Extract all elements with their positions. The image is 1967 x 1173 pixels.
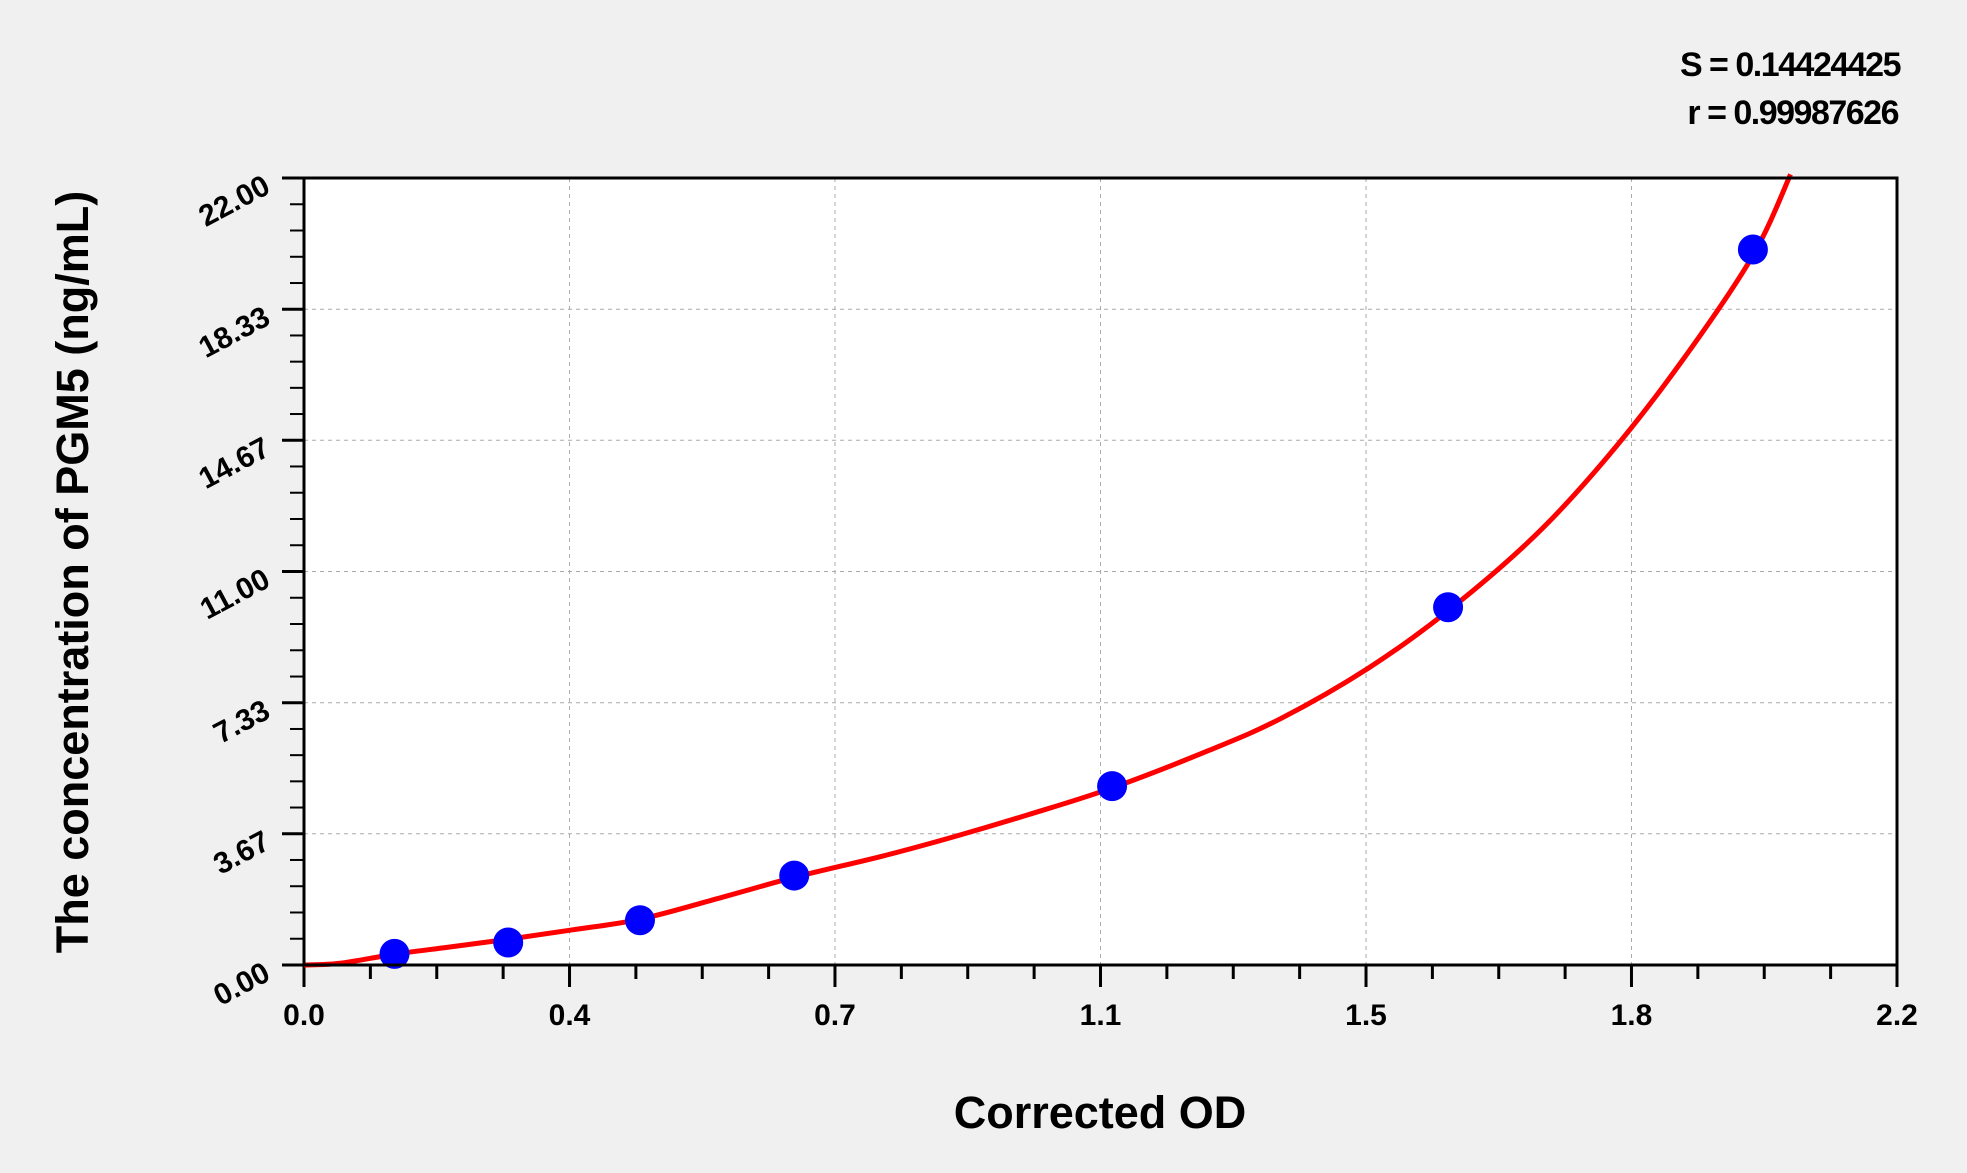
y-tick-label: 22.00 [194, 169, 276, 233]
data-point [624, 905, 655, 936]
x-tick-label: 1.8 [1611, 999, 1653, 1032]
y-tick-label: 0.00 [208, 956, 275, 1013]
x-tick-label: 1.5 [1345, 999, 1387, 1032]
axis-ticks [282, 176, 1899, 987]
y-tick-label: 11.00 [195, 563, 275, 627]
x-axis-title: Corrected OD [954, 1087, 1247, 1138]
x-tick-label: 2.2 [1876, 999, 1918, 1032]
data-points [379, 234, 1768, 969]
x-tick-label: 0.4 [549, 999, 591, 1032]
y-axis-title: The concentration of PGM5 (ng/mL) [47, 191, 98, 954]
x-tick-label: 0.0 [283, 999, 325, 1032]
y-tick-labels: 0.00 3.67 7.33 11.00 14.67 18.33 22.00 [194, 169, 276, 1013]
data-point [493, 927, 524, 958]
data-point [379, 938, 410, 969]
y-tick-label: 7.33 [208, 694, 275, 751]
y-tick-label: 3.67 [208, 825, 275, 882]
s-value-annotation: S = 0.14424425 [1680, 46, 1901, 84]
plot-frame [302, 176, 1899, 967]
x-tick-label: 1.1 [1080, 999, 1122, 1032]
r-value-annotation: r = 0.99987626 [1687, 94, 1898, 132]
x-tick-label: 0.7 [814, 999, 856, 1032]
data-point [1737, 234, 1768, 265]
grid-lines [304, 178, 1897, 965]
x-tick-labels: 0.0 0.4 0.7 1.1 1.5 1.8 2.2 [283, 999, 1918, 1032]
data-point [1097, 771, 1128, 802]
data-point [1433, 592, 1464, 623]
data-point [779, 860, 810, 891]
y-tick-label: 18.33 [194, 300, 276, 364]
y-tick-label: 14.67 [194, 431, 276, 495]
